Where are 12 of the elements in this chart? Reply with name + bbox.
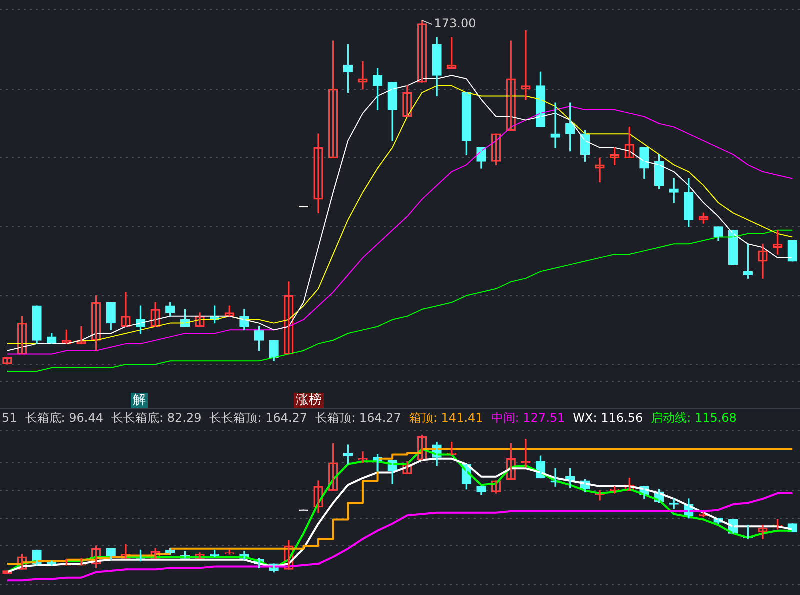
- text: 长箱底: 96.44: [25, 410, 104, 427]
- text: WX: 116.56: [573, 410, 644, 427]
- text: 51: [2, 410, 18, 427]
- text: 涨榜: [294, 393, 324, 408]
- text: 长长箱底: 82.29: [112, 410, 202, 427]
- text: 解: [131, 393, 148, 408]
- text: 长长箱顶: 164.27: [210, 410, 308, 427]
- text: 启动线: 115.68: [651, 410, 737, 427]
- text: 中间: 127.51: [491, 410, 566, 427]
- text: 长箱顶: 164.27: [316, 410, 402, 427]
- text: 箱顶: 141.41: [409, 410, 484, 427]
- annotation: 173.00: [434, 16, 476, 31]
